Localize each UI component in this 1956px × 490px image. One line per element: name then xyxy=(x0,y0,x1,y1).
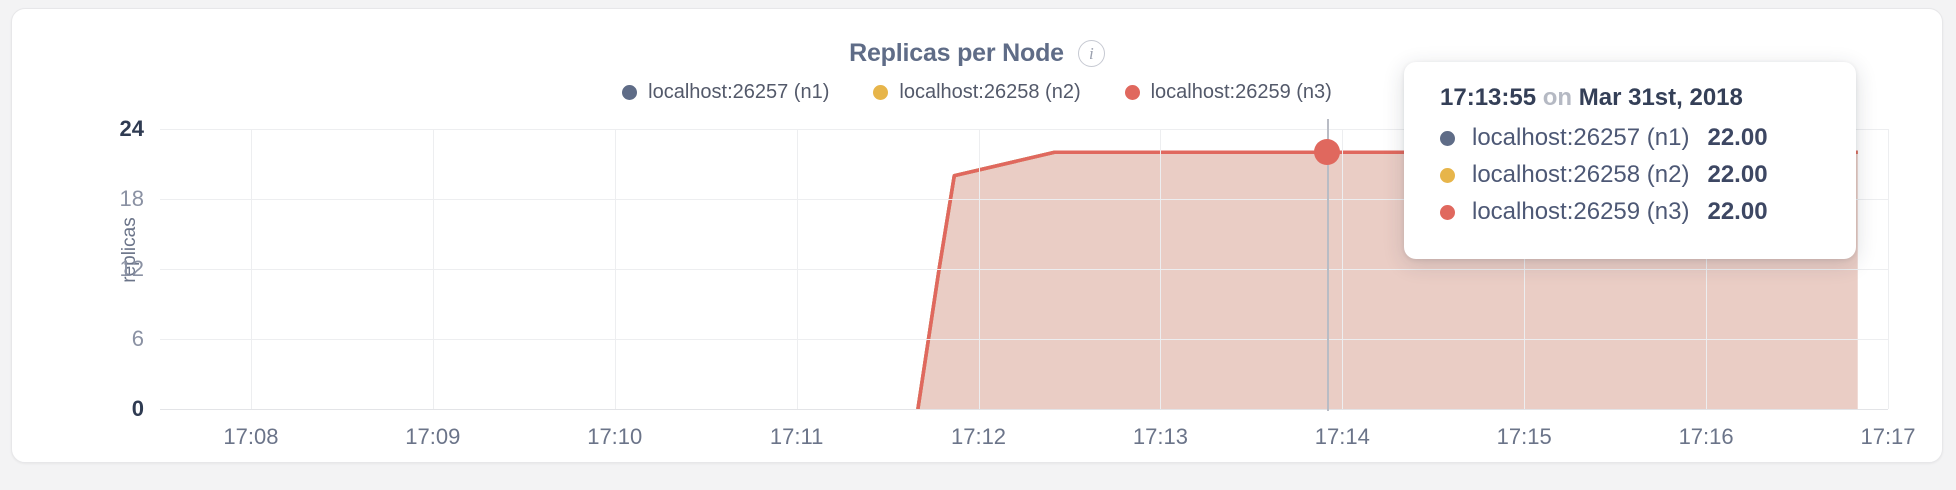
x-gridline xyxy=(1888,129,1889,409)
hover-crosshair xyxy=(1327,119,1330,411)
chart-header: Replicas per Node i xyxy=(12,39,1942,68)
legend-color-swatch xyxy=(873,85,889,100)
hover-point-marker[interactable] xyxy=(1314,139,1341,166)
x-axis-tick-label: 17:12 xyxy=(950,424,1007,449)
tooltip-date: Mar 31st, 2018 xyxy=(1578,84,1743,111)
tooltip-time: 17:13:55 xyxy=(1440,84,1537,111)
x-gridline xyxy=(432,129,434,409)
x-axis-tick-label: 17:13 xyxy=(1132,424,1188,449)
x-gridline xyxy=(1160,129,1162,409)
y-gridline xyxy=(160,339,1888,340)
y-axis-tick-label: 6 xyxy=(131,326,144,351)
x-axis-tick-label: 17:10 xyxy=(587,424,643,449)
x-axis-tick-label: 17:11 xyxy=(769,424,824,449)
x-axis-tick-label: 17:16 xyxy=(1678,424,1734,449)
chart-card: Replicas per Node i localhost:26257 (n1)… xyxy=(11,8,1943,463)
legend-color-swatch xyxy=(1124,85,1140,100)
x-axis-tick-label: 17:14 xyxy=(1314,424,1370,449)
x-gridline xyxy=(250,129,252,409)
hover-tooltip: 17:13:55 on Mar 31st, 2018 localhost:262… xyxy=(1404,62,1856,259)
legend-label: localhost:26257 (n1) xyxy=(648,81,830,103)
x-gridline xyxy=(796,129,798,409)
tooltip-series-dot xyxy=(1440,167,1455,183)
y-axis-tick-label: 24 xyxy=(119,116,144,141)
legend-item[interactable]: localhost:26258 (n2) xyxy=(873,81,1081,104)
page-title: Replicas per Node xyxy=(849,39,1064,67)
x-gridline xyxy=(1706,129,1708,409)
x-gridline xyxy=(1342,129,1344,409)
tooltip-series-value: 22.00 xyxy=(1707,124,1768,151)
tooltip-series-value: 22.00 xyxy=(1707,161,1768,188)
y-gridline xyxy=(160,269,1888,270)
legend-item[interactable]: localhost:26259 (n3) xyxy=(1124,81,1332,104)
legend-item[interactable]: localhost:26257 (n1) xyxy=(622,81,829,104)
info-icon[interactable]: i xyxy=(1077,40,1105,67)
y-axis-tick-label: 18 xyxy=(119,186,144,211)
x-axis-tick-label: 17:15 xyxy=(1496,424,1552,449)
tooltip-series-label: localhost:26259 (n3) xyxy=(1472,198,1690,225)
tooltip-series-value: 22.00 xyxy=(1707,198,1768,225)
y-gridline xyxy=(160,409,1888,410)
tooltip-series-dot xyxy=(1440,130,1455,146)
y-gridline xyxy=(160,129,1888,130)
tooltip-on-word: on xyxy=(1542,84,1573,111)
legend-color-swatch xyxy=(622,85,638,100)
legend-label: localhost:26258 (n2) xyxy=(899,81,1081,103)
tooltip-header: 17:13:55 on Mar 31st, 2018 xyxy=(1440,84,1826,112)
legend-label: localhost:26259 (n3) xyxy=(1150,81,1332,103)
tooltip-rows: localhost:26257 (n1) 22.00 localhost:26258… xyxy=(1440,124,1826,226)
tooltip-row: localhost:26258 (n2) 22.00 xyxy=(1440,161,1826,189)
tooltip-row: localhost:26257 (n1) 22.00 xyxy=(1440,124,1826,152)
y-axis-tick-label: 0 xyxy=(131,396,144,421)
y-gridline xyxy=(160,199,1888,200)
y-axis-tick-label: 12 xyxy=(119,256,144,281)
tooltip-series-label: localhost:26257 (n1) xyxy=(1472,124,1690,151)
tooltip-series-dot xyxy=(1440,204,1455,220)
x-gridline xyxy=(1524,129,1526,409)
tooltip-row: localhost:26259 (n3) 22.00 xyxy=(1440,198,1826,226)
tooltip-series-label: localhost:26258 (n2) xyxy=(1472,161,1690,188)
x-axis-tick-label: 17:08 xyxy=(223,424,279,449)
x-gridline xyxy=(978,129,980,409)
x-axis-tick-label: 17:09 xyxy=(405,424,461,449)
chart-legend: localhost:26257 (n1) localhost:26258 (n2)… xyxy=(12,81,1942,104)
x-axis-tick-label: 17:17 xyxy=(1860,424,1916,449)
x-gridline xyxy=(614,129,616,409)
